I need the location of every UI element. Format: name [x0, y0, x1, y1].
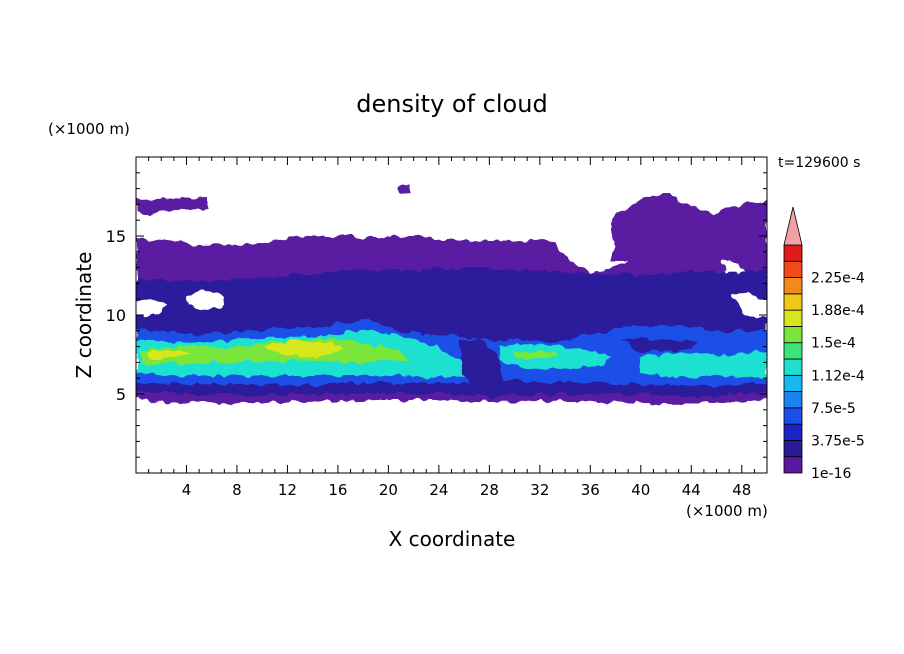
colorbar-swatch	[783, 293, 803, 311]
colorbar-label: 7.5e-5	[811, 401, 856, 417]
colorbar-swatch	[783, 423, 803, 441]
y-tick-label: 10	[106, 306, 126, 325]
colorbar-label: 2.25e-4	[811, 271, 865, 287]
x-tick-label: 24	[429, 481, 448, 499]
density-field	[136, 186, 767, 404]
contour-level-2-streak-b	[620, 338, 700, 352]
colorbar-label: 1.88e-4	[811, 303, 865, 319]
cloud-gap-3	[136, 298, 168, 316]
cloud-gap-4	[732, 294, 767, 318]
y-axis: 5 10 15	[106, 172, 767, 458]
colorbar-swatch	[783, 407, 803, 425]
colorbar-swatch	[783, 456, 803, 474]
cloud-gap-2	[186, 290, 225, 310]
x-tick-label: 8	[232, 481, 242, 499]
x-tick-label: 4	[182, 481, 192, 499]
contour-level-6	[148, 349, 190, 358]
x-tick-label: 36	[581, 481, 600, 499]
colorbar-label: 1.5e-4	[811, 336, 856, 352]
x-axis: 4 8 12 16 20 24 28 32 36 40 44 48	[148, 157, 755, 499]
contour-level-6-core	[265, 340, 345, 356]
cloud-gap-1	[545, 205, 615, 272]
x-tick-label: 48	[732, 481, 751, 499]
colorbar-swatch	[783, 391, 803, 409]
colorbar-swatch	[783, 260, 803, 278]
colorbar-swatch	[783, 374, 803, 392]
colorbar-label: 1.12e-4	[811, 368, 865, 384]
contour-level-1-upper	[136, 198, 208, 215]
colorbar-label: 1e-16	[811, 466, 851, 482]
x-tick-label: 12	[278, 481, 297, 499]
chart-title: density of cloud	[356, 90, 547, 118]
x-tick-label: 16	[328, 481, 347, 499]
colorbar-over-arrow	[783, 206, 803, 246]
colorbar-swatch	[783, 244, 803, 262]
colorbar-swatch	[783, 342, 803, 360]
x-tick-label: 44	[682, 481, 701, 499]
contour-level-5-right	[512, 350, 560, 360]
contour-level-4-right	[500, 344, 610, 370]
cloud-gap-5	[722, 262, 745, 274]
colorbar-swatch	[783, 440, 803, 458]
contour-level-4-far-right	[640, 350, 767, 378]
cloud-fleck	[396, 186, 410, 193]
x-unit-label: (×1000 m)	[686, 502, 768, 520]
y-tick-label: 15	[106, 227, 126, 246]
colorbar-swatch	[783, 277, 803, 295]
colorbar-swatch	[783, 358, 803, 376]
colorbar-label: 3.75e-5	[811, 433, 865, 449]
x-tick-label: 32	[530, 481, 549, 499]
y-axis-label: Z coordinate	[72, 252, 96, 379]
y-unit-label: (×1000 m)	[48, 120, 130, 138]
colorbar-swatch	[783, 309, 803, 327]
contour-level-1-peak	[612, 194, 767, 260]
x-axis-label: X coordinate	[389, 527, 516, 551]
colorbar: 2.25e-4 1.88e-4 1.5e-4 1.12e-4 7.5e-5 3.75e-5…	[783, 206, 865, 482]
colorbar-swatch	[783, 326, 803, 344]
time-label: t=129600 s	[778, 155, 860, 171]
y-tick-label: 5	[116, 385, 126, 404]
contour-level-2-streak	[460, 338, 505, 398]
x-tick-label: 40	[631, 481, 650, 499]
x-tick-label: 20	[379, 481, 398, 499]
x-tick-label: 28	[480, 481, 499, 499]
